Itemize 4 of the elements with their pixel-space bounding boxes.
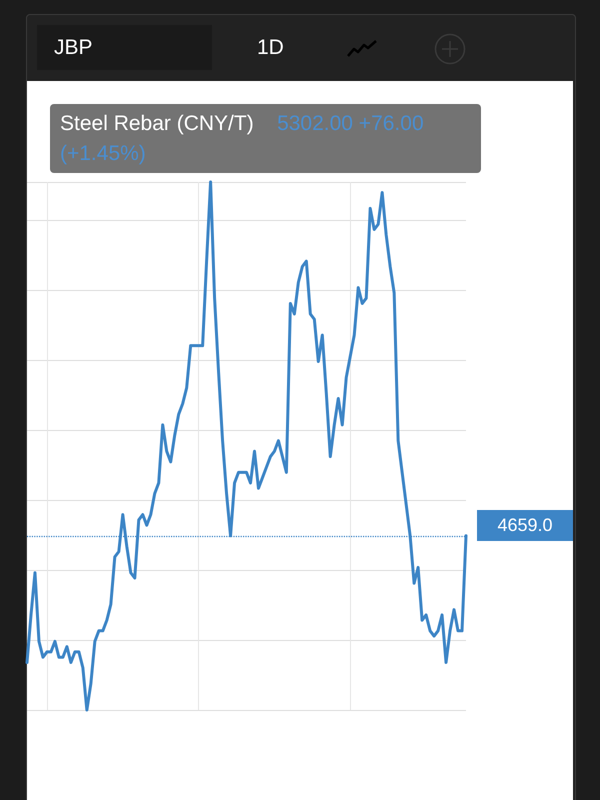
text: 4659.0: [477, 510, 573, 541]
tooltip-box: Steel Rebar (CNY/T) 5302.00 +76.00 (+1.45%): [50, 104, 481, 173]
text: JBP: [37, 25, 212, 70]
text: 1D: [257, 35, 284, 61]
